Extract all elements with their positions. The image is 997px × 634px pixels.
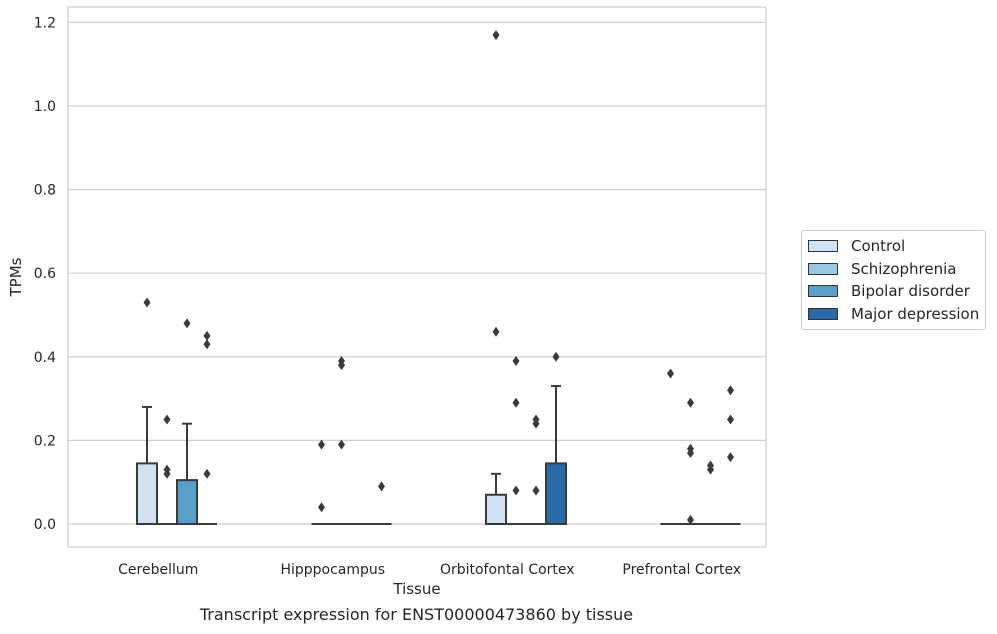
box [136,462,158,526]
outlier-point [687,514,694,525]
outlier-point [163,414,171,425]
box [176,479,198,525]
outlier-point [687,447,694,458]
outlier-point [203,330,211,341]
outlier-point [143,297,151,308]
outlier-point [667,368,674,379]
outlier-point [183,318,191,329]
chart-legend: Control Schizophrenia Bipolar disorder Majo… [801,230,986,330]
y-tick-label: 1.2 [34,15,56,31]
plot-area-frame [67,6,767,548]
outlier-point [338,439,345,450]
box-group [157,414,177,525]
legend-label: Major depression [851,304,980,323]
box-group [506,355,526,525]
x-axis-ticks: Cerebellum Hipppocampus Orbitofontal Corte… [118,562,741,578]
legend-item: Bipolar disorder [802,280,985,303]
x-tick-label: Orbitofontal Cortex [440,562,575,578]
box-group [136,297,158,526]
x-tick-label: Prefrontal Cortex [622,562,741,578]
box-plot-marks [136,29,741,526]
outlier-point [512,397,520,408]
legend-label: Bipolar disorder [851,282,970,301]
box-group [526,414,546,525]
box-group [680,397,701,525]
y-axis-title: TPMs [7,257,25,297]
y-tick-label: 0.4 [34,350,56,366]
outlier-point [203,339,211,350]
box-group [371,481,392,525]
outlier-point [707,464,714,475]
box-group [176,318,198,525]
box-group [545,351,567,526]
outlier-point [318,439,325,450]
outlier-point [163,468,171,479]
outlier-point [512,485,520,496]
outlier-point [687,397,694,408]
outlier-point [318,502,325,513]
y-tick-label: 0.6 [34,266,56,282]
y-axis-ticks: 0.0 0.2 0.4 0.6 0.8 1.0 1.2 [34,15,56,533]
y-tick-label: 0.0 [34,517,56,533]
x-tick-label: Hipppocampus [280,562,385,578]
y-tick-label: 1.0 [34,99,56,115]
legend-swatch [808,240,838,253]
outlier-point [492,326,500,337]
outlier-point [727,385,734,396]
outlier-point [378,481,385,492]
outlier-point [727,452,734,463]
box-group [700,460,721,525]
legend-swatch [808,285,838,298]
box-group [720,385,741,525]
box-group [660,368,681,525]
outlier-point [338,360,345,371]
box-group [197,330,217,525]
legend-swatch [808,307,838,320]
legend-swatch [808,262,838,275]
y-tick-label: 0.8 [34,183,56,199]
gridlines [68,21,766,525]
x-axis-title: Tissue [392,580,440,598]
legend-label: Control [851,237,906,256]
box [545,462,567,526]
legend-item: Major depression [802,303,985,326]
outlier-point [492,29,500,40]
legend-item: Schizophrenia [802,258,985,281]
legend-item: Control [802,235,985,258]
x-tick-label: Cerebellum [118,562,198,578]
box-group [311,439,332,525]
outlier-point [552,351,560,362]
box [485,493,507,525]
box-group [485,29,507,525]
outlier-point [203,468,211,479]
y-tick-label: 0.2 [34,433,56,449]
box-group [331,355,352,525]
outlier-point [727,414,734,425]
outlier-point [532,418,540,429]
figure-caption: Transcript expression for ENST0000047386… [199,605,634,624]
legend-label: Schizophrenia [851,259,957,278]
outlier-point [532,485,540,496]
outlier-point [512,355,520,366]
